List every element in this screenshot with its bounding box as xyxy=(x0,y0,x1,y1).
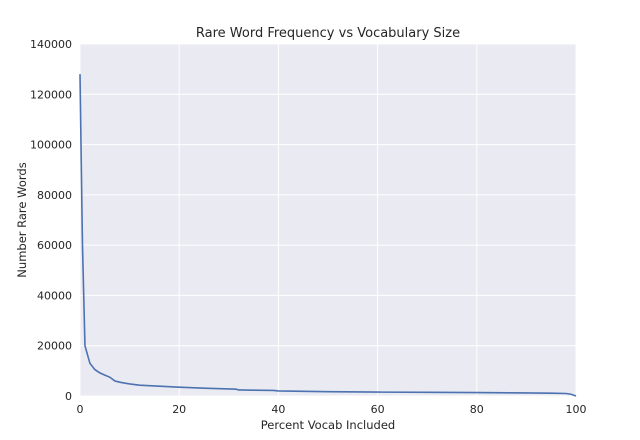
x-tick-label-1: 20 xyxy=(172,403,186,416)
x-tick-label-2: 40 xyxy=(271,403,285,416)
x-tick-labels: 0 20 40 60 80 100 xyxy=(77,403,587,416)
y-axis-label: Number Rare Words xyxy=(15,162,29,277)
y-tick-label-3: 60000 xyxy=(37,239,72,252)
y-tick-label-5: 100000 xyxy=(30,139,72,152)
series-line xyxy=(79,74,577,397)
y-tick-label-0: 0 xyxy=(65,390,72,403)
x-tick-label-3: 60 xyxy=(371,403,385,416)
chart-title: Rare Word Frequency vs Vocabulary Size xyxy=(196,26,460,41)
plot-area xyxy=(80,44,576,396)
y-tick-label-7: 140000 xyxy=(30,38,72,51)
y-tick-labels: 0 20000 40000 60000 80000 100000 120000 140000 xyxy=(30,38,72,403)
x-tick-label-4: 80 xyxy=(470,403,484,416)
y-tick-label-2: 40000 xyxy=(37,289,72,302)
grid-lines xyxy=(79,43,577,397)
x-axis-label: Percent Vocab Included xyxy=(261,418,395,432)
y-tick-label-4: 80000 xyxy=(37,189,72,202)
x-tick-label-5: 100 xyxy=(566,403,587,416)
y-tick-label-6: 120000 xyxy=(30,88,72,101)
x-tick-label-0: 0 xyxy=(77,403,84,416)
y-tick-label-1: 20000 xyxy=(37,340,72,353)
